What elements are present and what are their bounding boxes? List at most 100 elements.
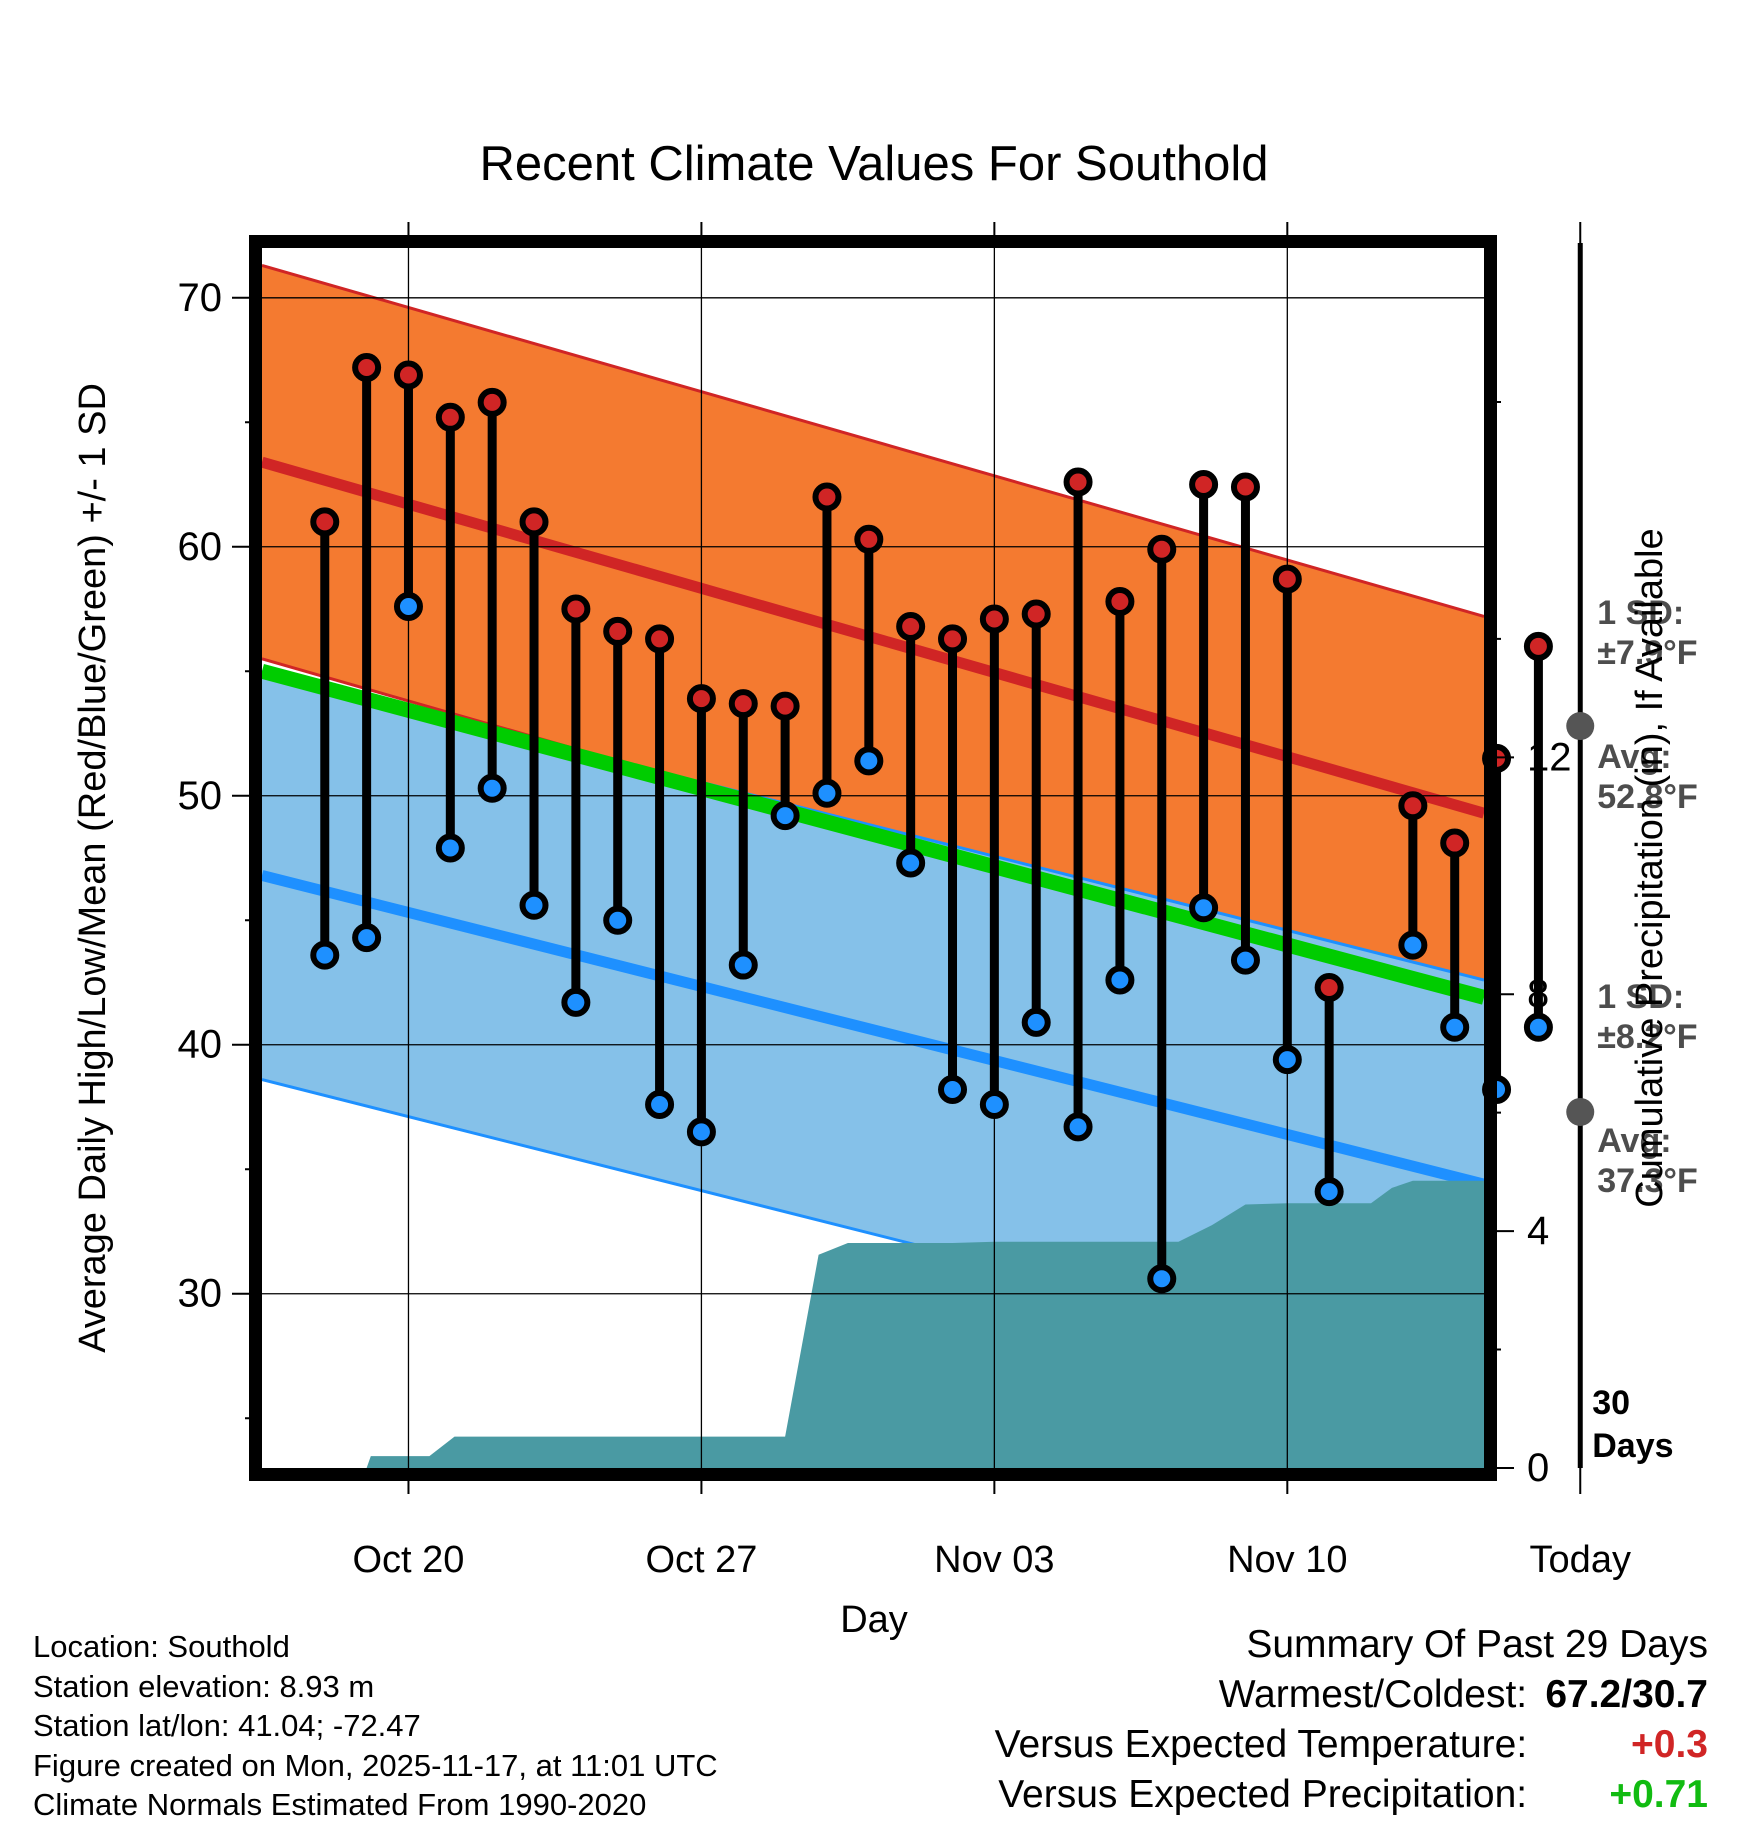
daily-low-point — [561, 987, 591, 1017]
daily-high-point — [1105, 587, 1135, 617]
high-avg-value: 52.8°F — [1597, 778, 1698, 816]
today-low-avg-marker — [1566, 1097, 1595, 1126]
daily-high-point — [603, 616, 633, 646]
daily-high-point — [1314, 972, 1344, 1002]
daily-high-point — [686, 684, 716, 714]
temp-label: Versus Expected Temperature: — [994, 1723, 1528, 1766]
summary-title: Summary Of Past 29 Days — [1246, 1623, 1708, 1666]
station-info: Location: Southold Station elevation: 8.… — [33, 1627, 718, 1825]
days-count: 30 — [1592, 1384, 1630, 1422]
created-text: Figure created on Mon, 2025-11-17, at 11… — [33, 1747, 718, 1783]
plot-frame — [249, 235, 1497, 1481]
daily-high-point — [435, 402, 465, 432]
daily-low-point — [1021, 1007, 1051, 1037]
daily-low-point — [896, 848, 926, 878]
y-tick-label: 30 — [178, 1272, 223, 1316]
summary-precip-row: Versus Expected Precipitation: +0.71 — [995, 1770, 1708, 1820]
normal-low-line — [262, 870, 1484, 1190]
x-tick-label: Nov 10 — [1227, 1539, 1347, 1581]
daily-high-point — [645, 624, 675, 654]
y-axis-label: Average Daily High/Low/Mean (Red/Blue/Gr… — [72, 383, 114, 1353]
normal-mean-line — [262, 664, 1484, 1005]
y2-tick-label: 8 — [1527, 972, 1549, 1016]
y2-axis-label: Cumulative Precipitation (in), If Availa… — [1629, 528, 1671, 1207]
normal-high-band-upper-edge — [262, 263, 1484, 618]
low-sd-value: ±8.2°F — [1597, 1018, 1697, 1056]
precip-area — [262, 1180, 1484, 1468]
x-axis-label: Day — [840, 1599, 908, 1641]
y-tick-label: 40 — [178, 1023, 223, 1067]
temp-value: +0.3 — [1631, 1723, 1708, 1766]
summary-panel: Summary Of Past 29 Days Warmest/Coldest:… — [995, 1620, 1708, 1820]
daily-high-point — [1189, 470, 1219, 500]
daily-low-point — [812, 778, 842, 808]
daily-low-point — [938, 1075, 968, 1105]
high-sd-label: 1 SD: — [1597, 594, 1684, 632]
x-tick-label: Oct 27 — [645, 1539, 757, 1581]
summary-temp-row: Versus Expected Temperature: +0.3 — [995, 1720, 1708, 1770]
daily-high-point — [1230, 472, 1260, 502]
location-text: Location: Southold — [33, 1629, 290, 1664]
precip-label: Versus Expected Precipitation: — [998, 1773, 1528, 1816]
daily-low-point — [1147, 1264, 1177, 1294]
chart-title: Recent Climate Values For Southold — [480, 137, 1269, 191]
daily-low-point — [1272, 1045, 1302, 1075]
daily-high-point — [728, 689, 758, 719]
daily-high-point — [812, 482, 842, 512]
daily-low-point — [979, 1089, 1009, 1119]
daily-low-point — [1314, 1177, 1344, 1207]
daily-low-point — [393, 592, 423, 622]
daily-high-point — [393, 360, 423, 390]
daily-low-point — [477, 773, 507, 803]
daily-low-point — [1230, 945, 1260, 975]
days-label: Days — [1592, 1427, 1673, 1465]
warmest-value: 67.2/30.7 — [1545, 1673, 1708, 1716]
y2-tick-label: 12 — [1527, 735, 1572, 779]
x-tick-label: Nov 03 — [934, 1539, 1054, 1581]
daily-low-point — [645, 1089, 675, 1119]
daily-high-point — [854, 524, 884, 554]
x-tick-label: Today — [1530, 1539, 1631, 1581]
daily-high-point — [938, 624, 968, 654]
daily-high-point — [477, 387, 507, 417]
daily-high-point — [561, 594, 591, 624]
daily-high-point — [1398, 791, 1428, 821]
low-sd-label: 1 SD: — [1597, 978, 1684, 1016]
daily-high-point — [1523, 631, 1553, 661]
low-avg-label: Avg: — [1597, 1122, 1671, 1160]
daily-high-point — [979, 604, 1009, 634]
y2-tick-label: 4 — [1527, 1209, 1549, 1253]
daily-high-point — [1272, 564, 1302, 594]
warmest-label: Warmest/Coldest: — [1218, 1673, 1528, 1716]
normals-text: Climate Normals Estimated From 1990-2020 — [33, 1787, 647, 1822]
daily-high-point — [352, 353, 382, 383]
daily-high-point — [896, 611, 926, 641]
daily-low-point — [1189, 893, 1219, 923]
daily-low-point — [352, 923, 382, 953]
y-tick-label: 70 — [178, 276, 223, 320]
high-sd-value: ±7.9°F — [1597, 634, 1697, 672]
elevation-text: Station elevation: 8.93 m — [33, 1668, 375, 1704]
daily-high-point — [1147, 534, 1177, 564]
daily-low-point — [603, 905, 633, 935]
daily-high-point — [770, 691, 800, 721]
daily-low-point — [770, 801, 800, 831]
high-avg-label: Avg: — [1597, 738, 1671, 776]
precip-value: +0.71 — [1609, 1773, 1708, 1816]
x-tick-label: Oct 20 — [352, 1539, 464, 1581]
daily-low-point — [686, 1117, 716, 1147]
daily-low-point — [1523, 1012, 1553, 1042]
daily-high-point — [1063, 467, 1093, 497]
summary-warmest-row: Warmest/Coldest: 67.2/30.7 — [995, 1670, 1708, 1720]
daily-low-point — [1063, 1112, 1093, 1142]
daily-high-point — [1021, 599, 1051, 629]
daily-high-point — [519, 507, 549, 537]
daily-low-point — [1440, 1012, 1470, 1042]
daily-low-point — [854, 746, 884, 776]
y-tick-label: 50 — [178, 774, 223, 818]
daily-high-point — [1440, 828, 1470, 858]
daily-low-point — [1398, 930, 1428, 960]
low-avg-value: 37.3°F — [1597, 1162, 1698, 1200]
daily-low-point — [519, 890, 549, 920]
